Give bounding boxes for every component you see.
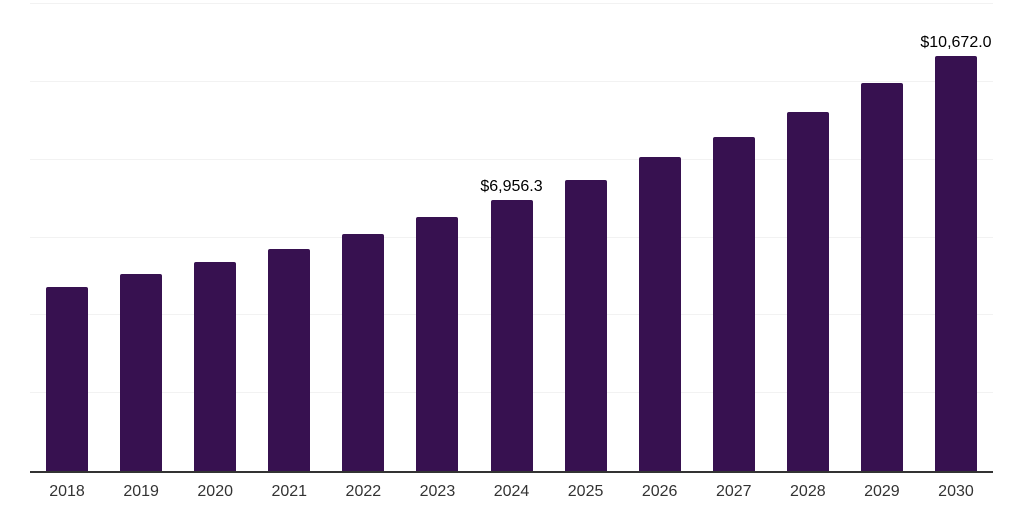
x-axis-labels: 2018 2019 2020 2021 2022 2023 2024 2025 2026 2027…	[30, 482, 993, 501]
bar-2020	[194, 262, 237, 471]
x-axis-line	[30, 471, 993, 473]
bar-cell-2024: $6,956.3	[474, 4, 548, 471]
x-tick-label-2022: 2022	[345, 483, 382, 500]
bar-2030	[934, 55, 977, 471]
bar-2018	[46, 286, 89, 471]
bar-cell-2025	[549, 4, 623, 471]
x-tick-label-2018: 2018	[49, 483, 85, 500]
gridline	[30, 80, 993, 82]
bar-cell-2019	[104, 4, 178, 471]
bar-2022	[342, 234, 385, 471]
bar-2027	[712, 137, 755, 471]
bar-2025	[564, 179, 607, 471]
x-tick-label-2029: 2029	[864, 483, 900, 500]
x-tick-label-2019: 2019	[123, 483, 159, 500]
gridline	[30, 158, 993, 160]
bar-cell-2029	[845, 4, 919, 471]
x-tick-label-2021: 2021	[271, 483, 308, 500]
bar-cell-2027	[697, 4, 771, 471]
bar-cell-2030: $10,672.0	[919, 4, 993, 471]
bar-2029	[860, 83, 903, 471]
x-tick-label-2020: 2020	[197, 483, 233, 500]
bar-cell-2018	[30, 4, 104, 471]
bar-cell-2023	[400, 4, 474, 471]
x-tick-label-2028: 2028	[790, 483, 826, 500]
x-tick-label-2027: 2027	[715, 483, 752, 500]
bar-cell-2020	[178, 4, 252, 471]
x-tick-label-2023: 2023	[419, 483, 456, 500]
plot-area: $6,956.3 $10,672.0	[30, 3, 993, 473]
bar-value-label-2030: $10,672.0	[920, 33, 992, 51]
x-tick-label-2024: 2024	[493, 483, 530, 500]
bar-2021	[268, 248, 311, 471]
bar-2024	[490, 200, 533, 471]
x-tick-label-2025: 2025	[567, 483, 604, 500]
gridline	[30, 3, 993, 4]
x-tick-label-2026: 2026	[641, 483, 678, 500]
bar-cell-2022	[326, 4, 400, 471]
bar-cell-2028	[771, 4, 845, 471]
bar-value-label-2024: $6,956.3	[480, 178, 543, 196]
x-tick-label-2030: 2030	[938, 483, 974, 500]
bar-2023	[416, 217, 459, 471]
bars-row: $6,956.3 $10,672.0	[30, 4, 993, 471]
bar-cell-2026	[623, 4, 697, 471]
bar-cell-2021	[252, 4, 326, 471]
bar-2028	[786, 111, 829, 471]
bar-2019	[120, 273, 163, 471]
bar-2026	[638, 157, 681, 471]
